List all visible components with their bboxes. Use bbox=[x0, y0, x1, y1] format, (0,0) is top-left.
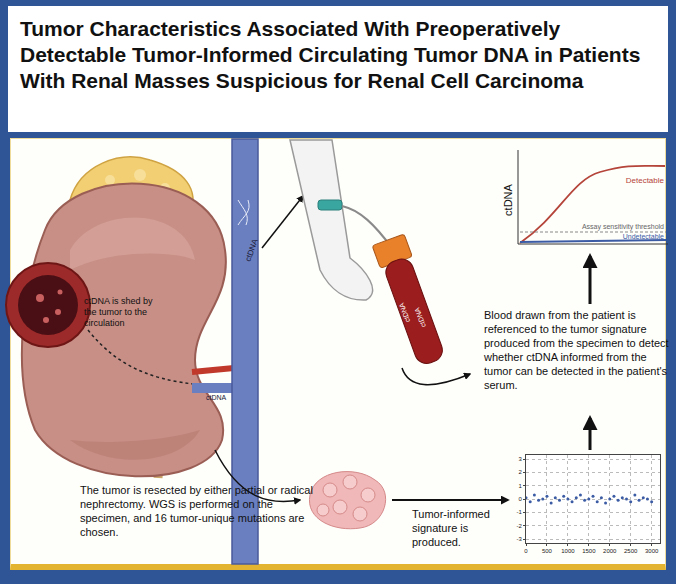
svg-text:ctDNA: ctDNA bbox=[243, 237, 260, 262]
svg-text:1000: 1000 bbox=[561, 548, 575, 554]
svg-text:2: 2 bbox=[518, 469, 522, 475]
html-text:Tumor Characteristics Associat: Tumor Characteristics Associated With Pr… bbox=[20, 17, 641, 92]
svg-text:-3: -3 bbox=[516, 536, 522, 542]
svg-text:3000: 3000 bbox=[645, 548, 659, 554]
svg-text:Undetectable: Undetectable bbox=[623, 233, 664, 240]
svg-text:ctDNA: ctDNA bbox=[502, 183, 514, 215]
svg-text:1: 1 bbox=[518, 483, 522, 489]
svg-text:Assay sensitivity threshold: Assay sensitivity threshold bbox=[582, 223, 664, 231]
svg-text:2000: 2000 bbox=[603, 548, 617, 554]
svg-text:2500: 2500 bbox=[624, 548, 638, 554]
svg-text:-1: -1 bbox=[516, 509, 522, 515]
html-text:ctDNA is shed by the tumor to: ctDNA is shed by the tumor to the circul… bbox=[84, 296, 153, 328]
svg-text:-2: -2 bbox=[516, 523, 522, 529]
html-text:Tumor-informed signature is pr: Tumor-informed signature is produced. bbox=[412, 508, 490, 548]
svg-text:ctDNA: ctDNA bbox=[398, 302, 412, 324]
svg-text:ctDNA: ctDNA bbox=[413, 307, 427, 329]
svg-text:0: 0 bbox=[524, 548, 528, 554]
svg-text:Detectable: Detectable bbox=[626, 176, 665, 185]
svg-text:1500: 1500 bbox=[582, 548, 596, 554]
svg-text:0: 0 bbox=[518, 496, 522, 502]
svg-text:ctDNA: ctDNA bbox=[206, 394, 227, 401]
svg-text:3: 3 bbox=[518, 456, 522, 462]
html-text:Blood drawn from the patient i: Blood drawn from the patient is referenc… bbox=[484, 309, 669, 391]
svg-text:500: 500 bbox=[542, 548, 553, 554]
html-text:The tumor is resected by eithe: The tumor is resected by either partial … bbox=[80, 484, 313, 538]
